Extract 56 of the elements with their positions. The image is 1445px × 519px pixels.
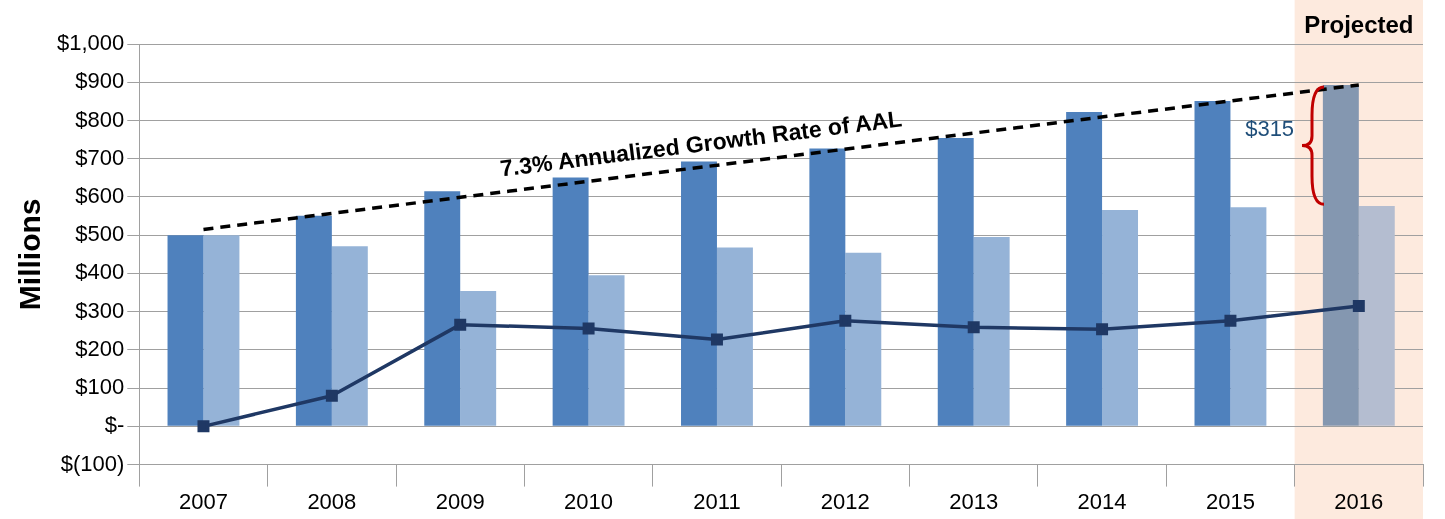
- bar: [716, 247, 753, 426]
- point: [582, 322, 595, 335]
- bar: [203, 235, 240, 426]
- x-tick-label: 2014: [1077, 488, 1127, 514]
- point: [1096, 323, 1109, 336]
- band-label: Projected: [1304, 10, 1414, 38]
- point: [197, 420, 210, 433]
- point: [710, 333, 723, 346]
- bar: [460, 291, 497, 426]
- x-tick-label: 2010: [564, 488, 614, 514]
- annotation: $315: [1245, 116, 1295, 142]
- y-tick-label: $400: [75, 259, 125, 285]
- bar: [167, 235, 204, 426]
- point: [1224, 314, 1237, 327]
- bar: [588, 275, 625, 426]
- bar: [1066, 112, 1103, 426]
- bar: [809, 148, 846, 426]
- point: [454, 318, 467, 331]
- x-tick-label: 2016: [1334, 488, 1384, 514]
- bar: [1102, 209, 1139, 426]
- x-tick-label: 2015: [1205, 488, 1255, 514]
- y-tick-label: $600: [75, 183, 125, 209]
- point: [839, 314, 852, 327]
- point: [1352, 299, 1365, 312]
- bar: [552, 177, 589, 426]
- bar: [295, 215, 332, 426]
- x-tick-label: 2013: [949, 488, 999, 514]
- y-tick-label: $-: [104, 412, 125, 438]
- point: [967, 321, 980, 334]
- x-tick-label: 2008: [307, 488, 357, 514]
- bar: [681, 161, 717, 426]
- x-tick-label: 2012: [820, 488, 870, 514]
- y-tick-label: $(100): [60, 450, 125, 476]
- y-tick-label: $1,000: [56, 30, 125, 56]
- annotation: 7.3% Annualized Growth Rate of AAL: [498, 105, 904, 182]
- y-tick-label: $500: [75, 221, 125, 247]
- bar: [1194, 100, 1231, 426]
- y-tick-label: $200: [75, 335, 125, 361]
- y-tick-label: $100: [75, 374, 125, 400]
- bar: [424, 191, 461, 426]
- bar: [1230, 207, 1267, 426]
- bar: [1358, 206, 1395, 426]
- y-axis-title: Millions: [13, 198, 47, 311]
- bar: [937, 138, 974, 426]
- bar: [973, 237, 1010, 426]
- y-tick-label: $300: [75, 297, 125, 323]
- x-tick-label: 2009: [435, 488, 485, 514]
- point: [325, 389, 338, 402]
- y-tick-label: $700: [75, 144, 125, 170]
- bar: [331, 246, 368, 426]
- y-tick-label: $900: [75, 68, 125, 94]
- y-tick-label: $800: [75, 106, 125, 132]
- bar: [1322, 84, 1359, 426]
- x-tick-label: 2011: [693, 488, 741, 514]
- bar: [845, 252, 882, 426]
- x-tick-label: 2007: [179, 488, 228, 514]
